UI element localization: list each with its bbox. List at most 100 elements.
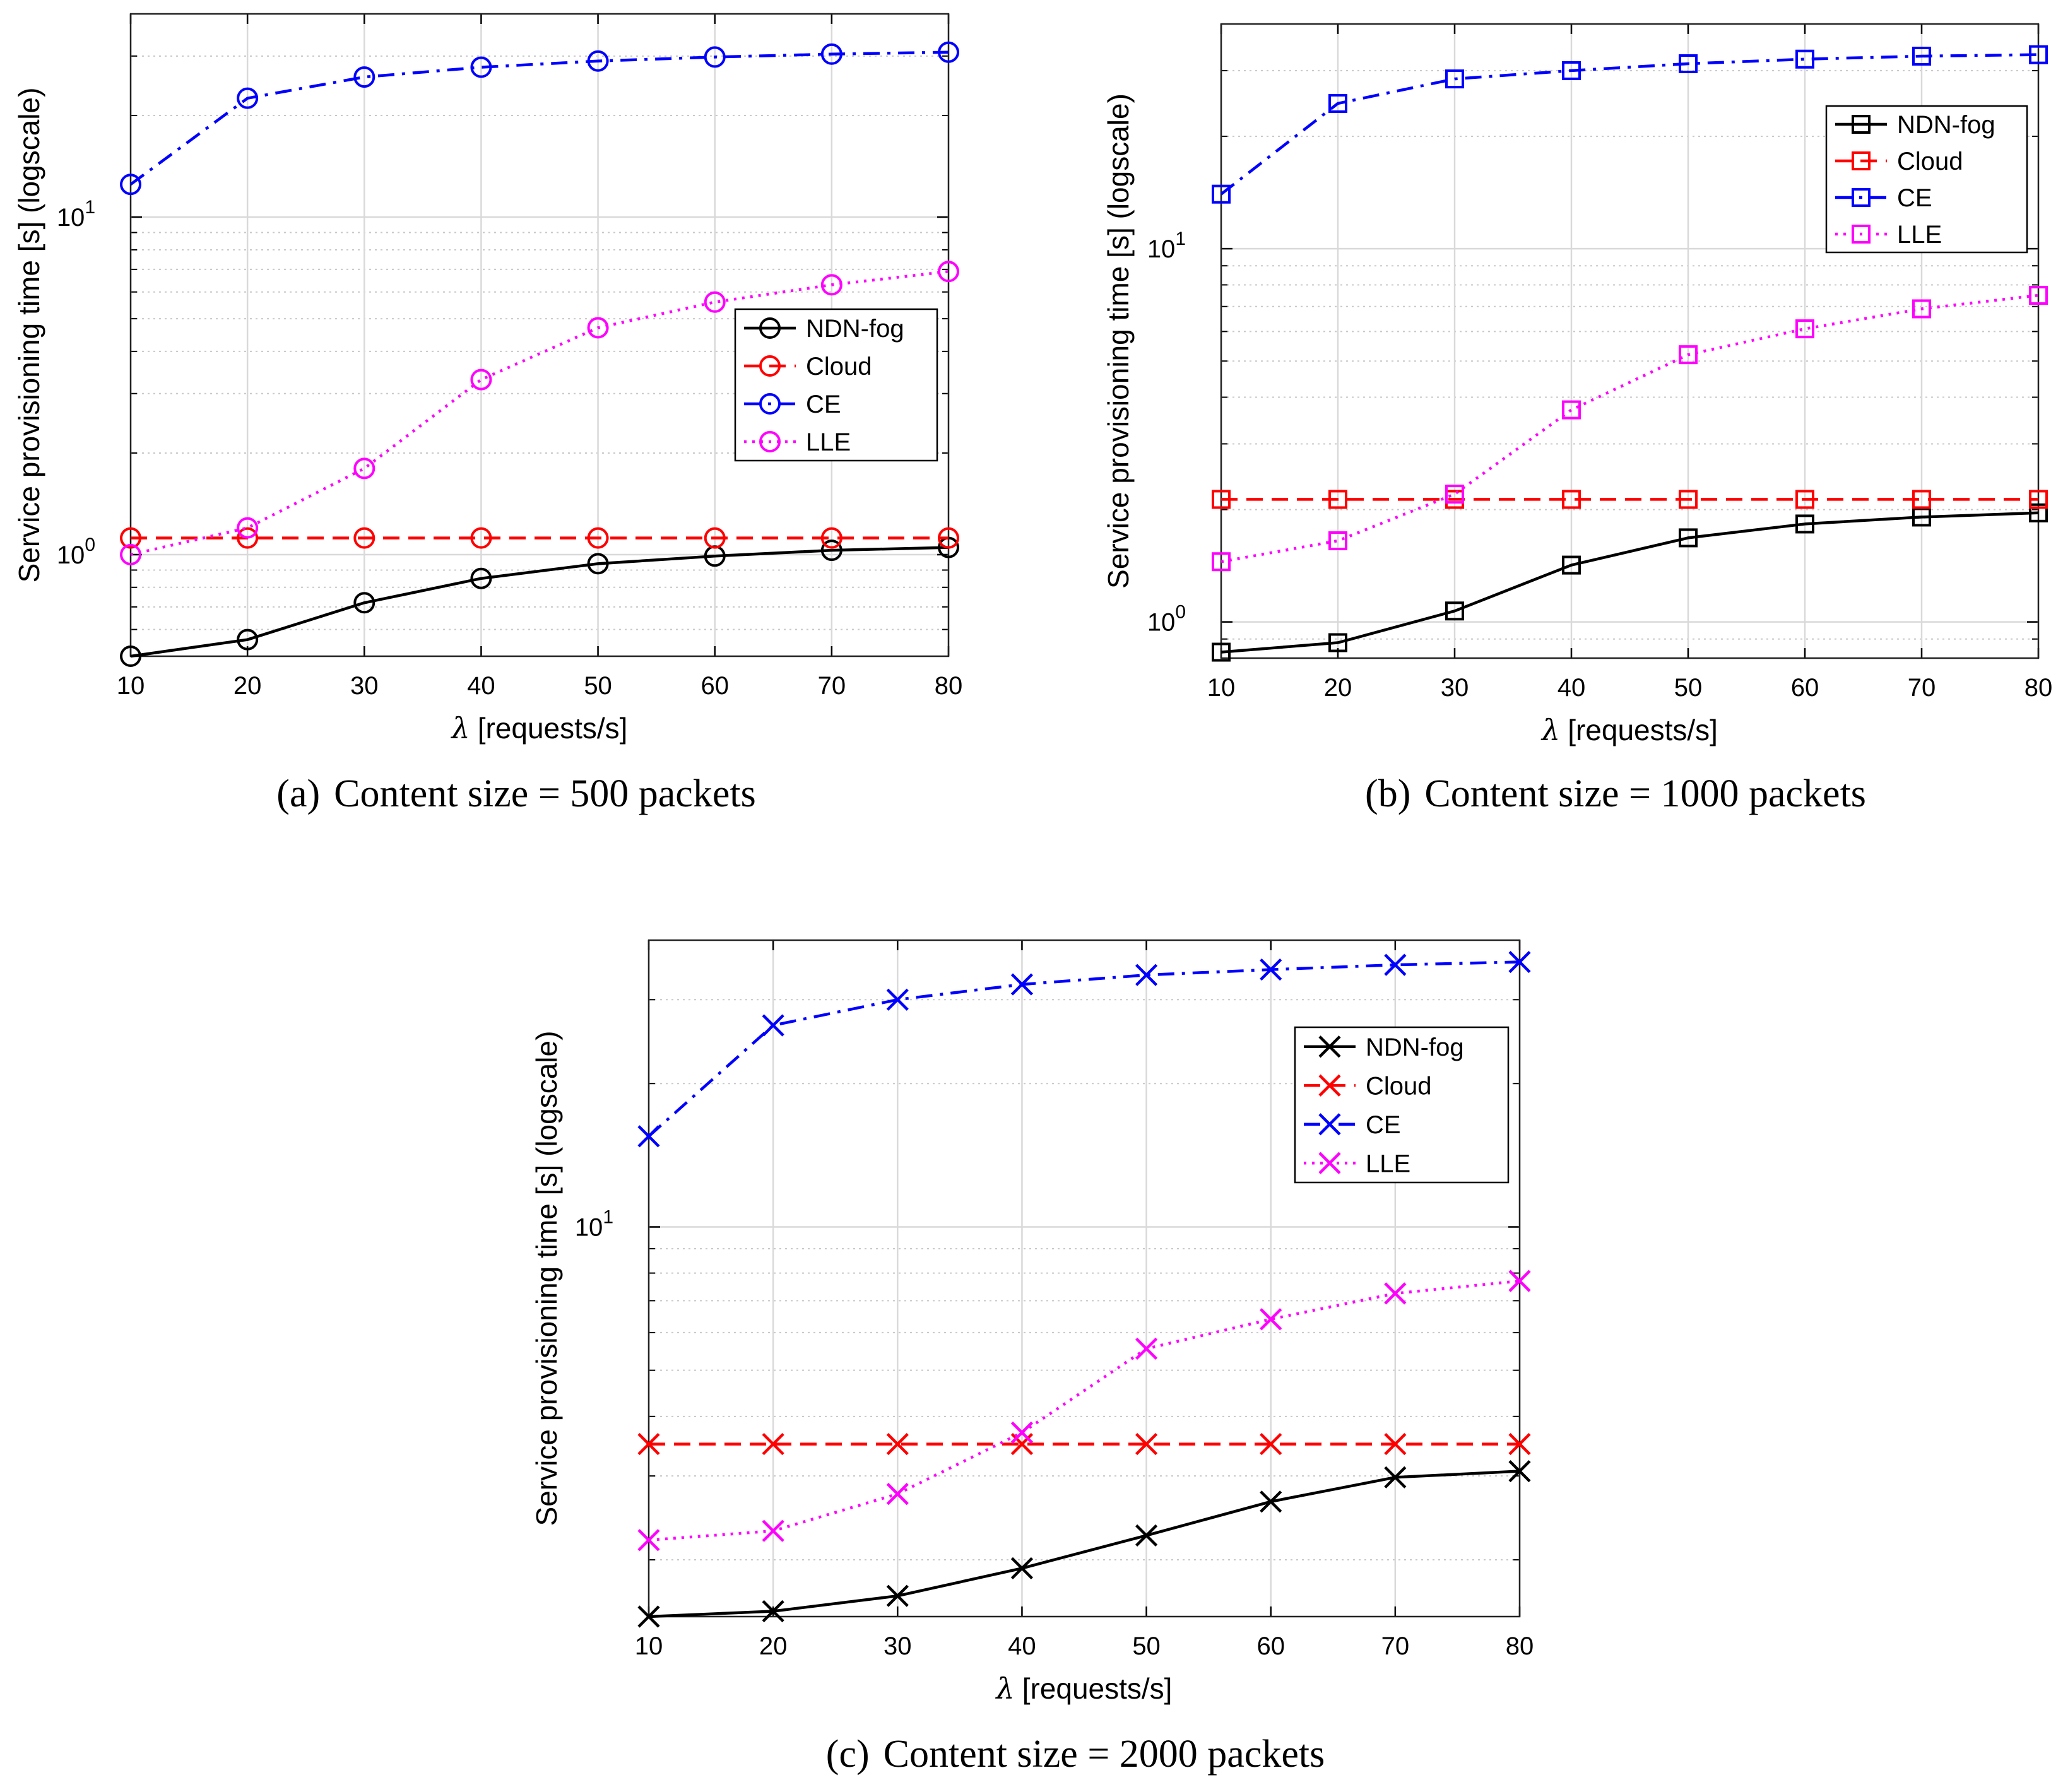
data-point [886, 988, 909, 1011]
data-point [1445, 601, 1464, 621]
legend-marker [759, 355, 781, 377]
data-point [1384, 953, 1407, 976]
y-tick-label: 100 [1147, 602, 1186, 637]
legend-marker [1318, 1035, 1341, 1058]
data-point [353, 592, 375, 614]
data-point [1212, 642, 1231, 662]
legend-label: LLE [1897, 221, 1942, 249]
data-point [353, 527, 375, 549]
panel-c: 10 20 30 40 50 60 70 80 101 λ [requests/s] Service … [530, 939, 1534, 1776]
series-line [1220, 53, 2039, 196]
data-point [1260, 958, 1282, 981]
x-tick-label: 60 [1791, 674, 1819, 702]
series-ce [1212, 45, 2048, 204]
data-point [704, 46, 726, 68]
x-tick-label: 60 [1256, 1632, 1285, 1660]
data-point [1445, 485, 1464, 504]
data-point [120, 174, 141, 196]
legend-marker [1852, 225, 1871, 244]
series-ndn-fog [1212, 503, 2048, 662]
data-point [637, 1529, 660, 1552]
series-lle [120, 261, 959, 565]
legend-label: Cloud [1897, 148, 1963, 175]
x-tick-label: 50 [1674, 674, 1703, 702]
data-point [820, 43, 842, 65]
data-point [1010, 1421, 1034, 1444]
series-ce [637, 950, 1531, 1148]
data-point [1212, 184, 1231, 204]
data-point [1328, 93, 1347, 113]
data-point [237, 87, 259, 109]
series-line [130, 270, 949, 557]
data-point [120, 645, 141, 667]
x-tick-label: 40 [467, 672, 495, 700]
x-tick-label: 10 [1207, 674, 1236, 702]
data-point [1260, 1490, 1282, 1513]
legend-label: NDN-fog [1897, 111, 1995, 139]
data-point [1328, 490, 1347, 509]
data-point [1562, 490, 1581, 509]
x-tick-label: 50 [1132, 1632, 1161, 1660]
data-point [1912, 299, 1931, 319]
data-point [886, 1432, 909, 1456]
data-point [1384, 1432, 1407, 1456]
x-tick-label: 30 [1441, 674, 1469, 702]
legend-label: CE [806, 391, 841, 418]
data-point [762, 1432, 784, 1456]
panel-c-caption: (c) Content size = 2000 packets [826, 1733, 1325, 1776]
x-tick-label: 70 [818, 672, 846, 700]
panel-a-caption: (a) Content size = 500 packets [276, 772, 755, 815]
x-tick-label: 80 [2025, 674, 2053, 702]
x-tick-label: 20 [1324, 674, 1352, 702]
legend-marker [759, 431, 781, 452]
x-tick-label: 50 [584, 672, 612, 700]
data-point [237, 628, 259, 651]
legend: NDN-fog Cloud CE LLE [1294, 1026, 1510, 1184]
axes-frame [647, 939, 1521, 1618]
data-point [704, 291, 726, 313]
legend-label: CE [1897, 184, 1932, 212]
legend-label: CE [1366, 1111, 1401, 1139]
data-point [120, 543, 141, 565]
x-axis-label: λ [requests/s] [995, 1671, 1173, 1706]
data-point [470, 56, 492, 78]
legend-marker [1852, 151, 1871, 170]
data-point [237, 517, 259, 539]
data-point [1135, 1337, 1158, 1360]
data-point [587, 527, 609, 549]
data-point [1384, 1466, 1407, 1488]
series-line [129, 50, 949, 186]
data-point [938, 527, 959, 549]
data-point [637, 1432, 660, 1456]
data-point [1795, 514, 1814, 534]
data-point [587, 553, 609, 575]
data-point [470, 368, 492, 391]
x-tick-label: 80 [935, 672, 963, 700]
data-point [1795, 319, 1814, 339]
data-point [1328, 531, 1347, 551]
data-point [2029, 286, 2048, 305]
data-point [2029, 45, 2048, 64]
series-line [1221, 293, 2039, 563]
data-point [820, 274, 842, 296]
series-line [1221, 511, 2039, 654]
y-axis-label: Service provisioning time [s] (logscale) [1102, 93, 1135, 589]
series-ndn-fog [637, 1459, 1531, 1628]
legend: NDN-fog Cloud CE LLE [1825, 105, 2028, 254]
series-line [648, 1279, 1520, 1542]
data-point [1010, 1557, 1034, 1580]
data-point [1795, 49, 1814, 69]
data-point [938, 41, 959, 63]
data-point [886, 1584, 909, 1607]
data-point [353, 66, 375, 88]
data-point [237, 527, 259, 549]
data-point [2029, 503, 2048, 522]
legend-marker [1852, 115, 1871, 134]
data-point [1562, 555, 1581, 575]
data-point [762, 1600, 784, 1623]
x-tick-label: 80 [1506, 1632, 1534, 1660]
data-point [120, 527, 141, 549]
data-point [1135, 1432, 1158, 1456]
y-axis-label: Service provisioning time [s] (logscale) [13, 88, 45, 583]
